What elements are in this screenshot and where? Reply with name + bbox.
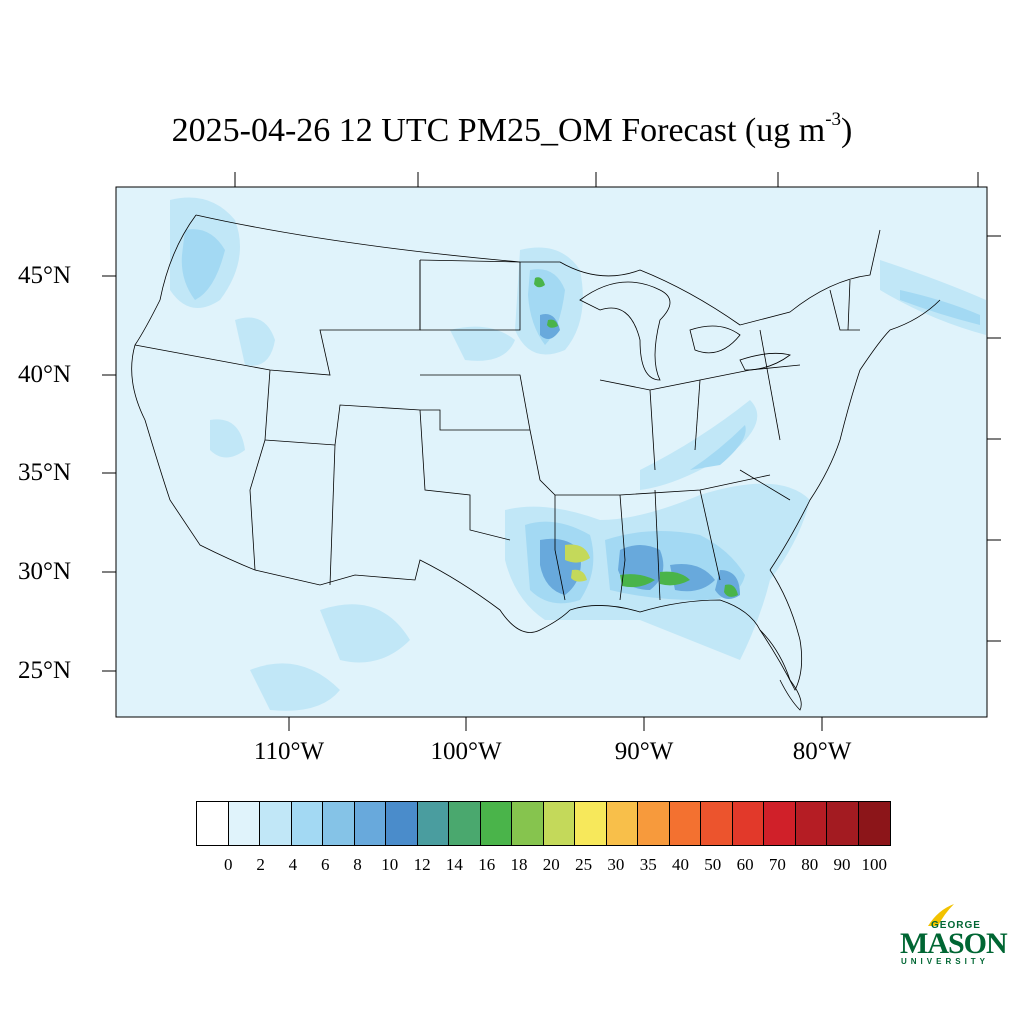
logo-george: GEORGE (931, 920, 981, 931)
colorbar-box (827, 802, 859, 845)
colorbar-box (575, 802, 607, 845)
title-superscript: -3 (825, 108, 842, 130)
colorbar-label: 90 (833, 855, 851, 874)
colorbar-label: 35 (639, 855, 657, 874)
colorbar-label: 10 (381, 855, 399, 874)
lon-label-100: 100°W (430, 738, 502, 765)
colorbar-label: 40 (672, 855, 689, 874)
colorbar-box (732, 802, 764, 845)
colorbar-box (228, 802, 260, 845)
colorbar-box (669, 802, 701, 845)
colorbar-label: 25 (575, 855, 593, 874)
colorbar-box (291, 802, 323, 845)
logo-mason: MASON (900, 927, 1008, 960)
title-close: ) (841, 112, 853, 149)
lat-label-35: 35°N (18, 459, 72, 486)
colorbar-box (638, 802, 670, 845)
colorbar (196, 801, 891, 846)
colorbar-label: 6 (320, 855, 330, 874)
colorbar-box (323, 802, 355, 845)
concentration-light (170, 197, 986, 711)
logo-flame-icon (928, 904, 954, 926)
colorbar-label: 8 (353, 855, 362, 874)
colorbar-box (354, 802, 386, 845)
colorbar-label: 70 (768, 855, 786, 874)
colorbar-box (260, 802, 292, 845)
colorbar-label: 18 (510, 855, 528, 874)
colorbar-label: 14 (445, 855, 463, 874)
lat-label-45: 45°N (18, 262, 72, 289)
colorbar-box (606, 802, 638, 845)
colorbar-box (701, 802, 733, 845)
colorbar-labels: 0 2 4 6 8 10 12 14 16 18 20 25 30 35 40 50 60 70 80 90 100 (0, 855, 1024, 877)
colorbar-label: 50 (704, 855, 722, 874)
colorbar-label: 60 (736, 855, 754, 874)
lat-label-40: 40°N (18, 361, 72, 388)
colorbar-label: 80 (801, 855, 819, 874)
lon-label-110: 110°W (253, 738, 325, 765)
political-boundaries (131, 214, 941, 711)
concentration-yellow (565, 544, 590, 582)
colorbar-box (386, 802, 418, 845)
colorbar-label: 0 (224, 855, 233, 874)
colorbar-box (417, 802, 449, 845)
colorbar-box (764, 802, 796, 845)
title-text: 2025-04-26 12 UTC PM25_OM Forecast (ug m (171, 112, 826, 149)
lon-label-90: 90°W (614, 738, 674, 765)
colorbar-label: 16 (478, 855, 496, 874)
colorbar-box (543, 802, 575, 845)
colorbar-label: 100 (861, 855, 888, 874)
gmu-logo: GEORGE MASON UNIVERSITY (898, 900, 1008, 968)
colorbar-label: 2 (256, 855, 265, 874)
colorbar-box (197, 802, 229, 845)
lat-label-25: 25°N (18, 657, 72, 684)
colorbar-label: 30 (607, 855, 625, 874)
colorbar-box (480, 802, 512, 845)
colorbar-label: 20 (542, 855, 560, 874)
colorbar-box (795, 802, 827, 845)
concentration-green (534, 277, 738, 597)
map-title: 2025-04-26 12 UTC PM25_OM Forecast (ug m… (0, 108, 1024, 150)
colorbar-label: 4 (288, 855, 298, 874)
colorbar-box (512, 802, 544, 845)
colorbar-box (449, 802, 481, 845)
logo-university: UNIVERSITY (901, 957, 990, 966)
colorbar-label: 12 (413, 855, 431, 874)
lon-label-80: 80°W (792, 738, 852, 765)
axis-ticks (102, 172, 1001, 731)
lat-label-30: 30°N (18, 558, 72, 585)
colorbar-box (858, 802, 890, 845)
